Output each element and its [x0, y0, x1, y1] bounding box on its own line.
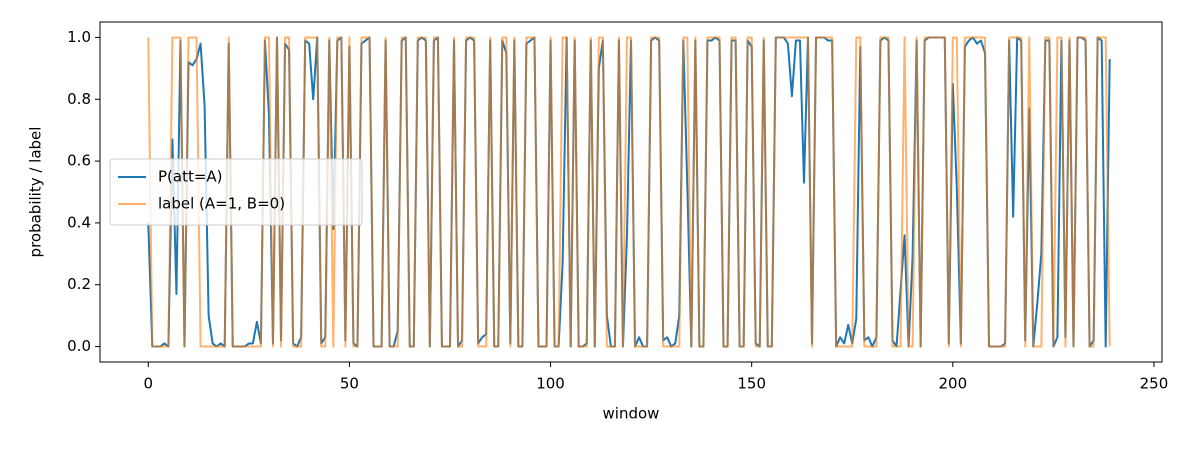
y-tick-label: 0.4	[67, 213, 91, 231]
x-tick-label: 50	[340, 375, 359, 393]
legend-box	[109, 158, 363, 226]
line-series	[147, 36, 1111, 348]
y-tick-label: 1.0	[67, 28, 91, 46]
y-tick-label: 0.0	[67, 337, 91, 355]
x-tick-label: 250	[1140, 375, 1169, 393]
legend: P(att=A) label (A=1, B=0)	[109, 158, 363, 226]
x-tick-label: 100	[536, 375, 565, 393]
x-axis-label: window	[603, 405, 660, 423]
x-tick-label: 0	[143, 375, 153, 393]
x-tick-label: 150	[737, 375, 766, 393]
y-tick-label: 0.8	[67, 90, 91, 108]
legend-label: label (A=1, B=0)	[158, 195, 285, 213]
y-axis-label: probability / label	[27, 127, 45, 258]
y-tick-label: 0.2	[67, 275, 91, 293]
x-tick-label: 200	[938, 375, 967, 393]
y-tick-label: 0.6	[67, 152, 91, 170]
legend-label: P(att=A)	[158, 168, 223, 186]
plot-frame	[99, 21, 1163, 363]
